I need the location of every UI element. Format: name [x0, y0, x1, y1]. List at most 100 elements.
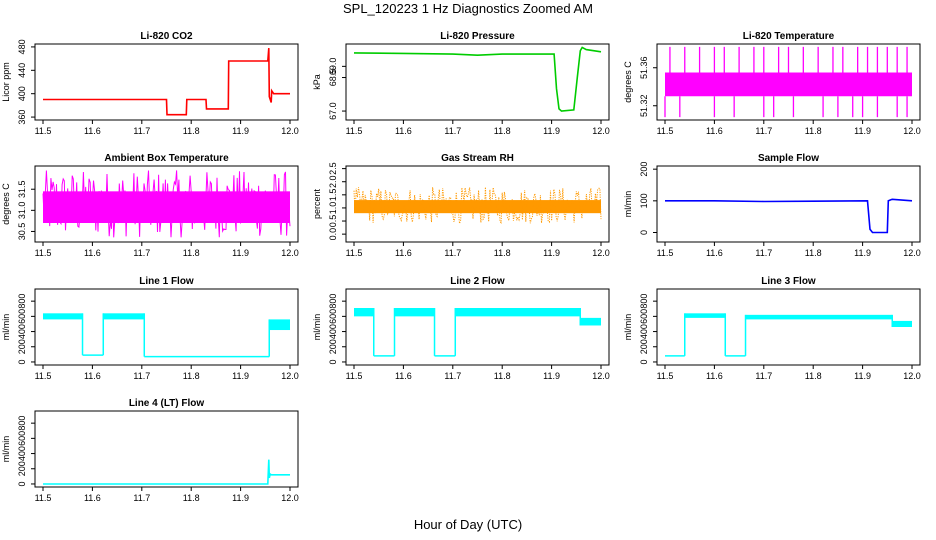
x-tick-label: 11.8 [805, 248, 822, 258]
y-tick-label: 200 [17, 461, 27, 476]
x-axis-title: Hour of Day (UTC) [413, 517, 523, 532]
y-tick-label: 51.32 [639, 94, 649, 117]
series-line [353, 46, 602, 112]
x-tick-label: 11.9 [232, 126, 249, 136]
y-axis-label: degrees C [623, 61, 633, 103]
x-tick-label: 11.8 [494, 126, 511, 136]
x-tick-label: 11.5 [35, 371, 52, 381]
flow-band [745, 314, 893, 320]
x-tick-label: 11.8 [183, 493, 200, 503]
panel-7: Line 1 Flow ml/min 11.5 11.6 11.7 11.8 11.9 12.… [1, 276, 299, 381]
panel-title: Line 3 Flow [761, 276, 816, 287]
x-tick-label: 11.6 [84, 371, 101, 381]
x-tick-label: 11.6 [84, 248, 101, 258]
x-tick-label: 12.0 [281, 493, 299, 503]
y-axis-label: percent [312, 188, 322, 219]
x-tick-label: 11.9 [854, 371, 871, 381]
x-tick-label: 11.5 [346, 248, 363, 258]
panel-2: Li-820 Pressure kPa 11.5 11.6 11.7 11.8 11.9 12… [312, 31, 610, 136]
panel-title: Gas Stream RH [441, 153, 514, 164]
y-tick-label: 0.5 [328, 215, 338, 228]
y-tick-label: 100 [639, 193, 649, 208]
flow-band [43, 313, 83, 320]
x-tick-label: 11.8 [494, 248, 511, 258]
x-tick-label: 11.6 [395, 126, 412, 136]
y-tick-label: 0 [639, 359, 649, 364]
y-tick-label: 1.5 [328, 189, 338, 202]
y-axis-label: degrees C [1, 183, 11, 225]
x-tick-label: 11.8 [183, 126, 200, 136]
x-tick-label: 11.7 [755, 126, 772, 136]
y-tick-label: 400 [328, 324, 338, 339]
x-tick-label: 11.8 [805, 371, 822, 381]
panel-title: Line 2 Flow [450, 276, 505, 287]
y-tick-label: 400 [17, 324, 27, 339]
x-tick-label: 11.9 [543, 248, 560, 258]
flow-band [103, 313, 145, 320]
noise-trace [353, 187, 602, 224]
x-tick-label: 11.9 [232, 248, 249, 258]
y-tick-label: 69.0 [328, 58, 338, 76]
x-tick-label: 11.7 [133, 248, 150, 258]
y-tick-label: 68.5 [328, 69, 338, 87]
plot-frame [34, 43, 299, 121]
y-tick-label: 1.0 [328, 202, 338, 215]
y-tick-label: 0 [17, 481, 27, 486]
y-tick-label: 600 [328, 309, 338, 324]
y-tick-label: 2.5 [328, 162, 338, 175]
x-tick-label: 11.6 [706, 371, 723, 381]
x-tick-label: 11.7 [133, 493, 150, 503]
plot-frame [656, 288, 921, 366]
y-tick-label: 400 [17, 446, 27, 461]
y-tick-label: 30.5 [17, 223, 27, 241]
x-tick-label: 11.7 [444, 126, 461, 136]
panel-8: Line 2 Flow ml/min 11.5 11.6 11.7 11.8 11.9 12.… [312, 276, 610, 381]
y-axis-label: Licor ppm [1, 62, 11, 102]
x-tick-label: 11.7 [444, 248, 461, 258]
panel-title: Line 4 (LT) Flow [129, 398, 205, 409]
panel-1: Li-820 CO2 Licor ppm 11.5 11.6 11.7 11.8 11.9 1… [1, 31, 299, 136]
x-tick-label: 11.6 [706, 248, 723, 258]
plot-frame [345, 43, 610, 121]
y-tick-label: 2.0 [328, 175, 338, 188]
x-tick-label: 11.5 [346, 126, 363, 136]
y-tick-label: 360 [17, 110, 27, 125]
dense-band [665, 72, 912, 97]
x-tick-label: 11.8 [805, 126, 822, 136]
flow-band [455, 308, 581, 317]
y-tick-label: 67.0 [328, 102, 338, 120]
plot-frame [656, 165, 921, 243]
x-tick-label: 11.8 [494, 371, 511, 381]
y-tick-label: 600 [17, 309, 27, 324]
y-tick-label: 0 [328, 359, 338, 364]
y-tick-label: 480 [17, 39, 27, 54]
panel-4: Ambient Box Temperature degrees C 11.5 11.6… [1, 153, 299, 258]
y-tick-label: 800 [328, 294, 338, 309]
panel-6: Sample Flow ml/min 11.5 11.6 11.7 11.8 11.9 12.… [623, 153, 921, 258]
y-tick-label: 0.0 [328, 228, 338, 241]
x-tick-label: 11.9 [854, 126, 871, 136]
y-axis-label: ml/min [623, 191, 633, 218]
y-axis-label: ml/min [623, 314, 633, 341]
x-tick-label: 11.5 [657, 371, 674, 381]
plot-frame [34, 165, 299, 243]
y-tick-label: 31.5 [17, 180, 27, 198]
y-tick-label: 0 [17, 359, 27, 364]
y-tick-label: 600 [17, 431, 27, 446]
panel-3: Li-820 Temperature degrees C 11.5 11.6 11.7 1… [623, 31, 921, 136]
x-tick-label: 11.7 [755, 371, 772, 381]
panel-title: Li-820 Pressure [440, 31, 515, 42]
x-tick-label: 11.9 [854, 248, 871, 258]
y-tick-label: 31.0 [17, 202, 27, 220]
y-tick-label: 400 [639, 324, 649, 339]
x-tick-label: 11.7 [133, 371, 150, 381]
y-axis-label: kPa [312, 74, 322, 90]
x-tick-label: 12.0 [281, 248, 299, 258]
x-tick-label: 12.0 [903, 371, 921, 381]
y-tick-label: 200 [328, 339, 338, 354]
y-tick-label: 0 [639, 230, 649, 235]
x-tick-label: 11.5 [35, 126, 52, 136]
y-tick-label: 800 [17, 294, 27, 309]
x-tick-label: 12.0 [903, 126, 921, 136]
